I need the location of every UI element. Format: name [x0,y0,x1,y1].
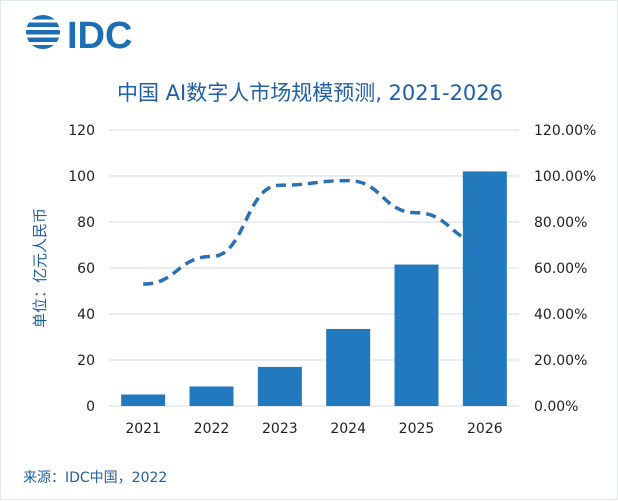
y2-tick-label: 60.00% [534,261,587,277]
x-tick-label: 2021 [125,421,161,437]
idc-logo: IDC [26,15,132,57]
y-tick-label: 0 [86,399,95,415]
x-tick-label: 2024 [330,421,366,437]
chart-title: 中国 AI数字人市场规模预测, 2021-2026 [116,81,504,105]
y-tick-label: 120 [68,123,95,139]
y-tick-label: 100 [68,169,95,185]
y-tick-label: 20 [77,353,95,369]
x-tick-label: 2022 [194,421,230,437]
globe-icon [26,15,60,49]
y2-tick-label: 40.00% [534,307,587,323]
y2-tick-label: 120.00% [534,123,596,139]
x-tick-label: 2025 [399,421,435,437]
bar [326,328,371,406]
x-tick-label: 2023 [262,421,298,437]
source-note: 来源：IDC中国，2022 [23,470,168,486]
bar [462,171,507,406]
bar [189,386,234,406]
bar [121,394,166,406]
y-tick-label: 40 [77,307,95,323]
growth-line [143,178,485,286]
y-tick-label: 60 [77,261,95,277]
logo-wordmark: IDC [67,15,132,57]
x-tick-label: 2026 [467,421,503,437]
y-tick-label: 80 [77,215,95,231]
bar [257,366,302,406]
y-axis-label: 单位：亿元人民币 [31,208,49,328]
bar [394,264,439,406]
y2-tick-label: 0.00% [534,399,578,415]
y2-tick-label: 80.00% [534,215,587,231]
y2-tick-label: 20.00% [534,353,587,369]
y2-tick-label: 100.00% [534,169,596,185]
